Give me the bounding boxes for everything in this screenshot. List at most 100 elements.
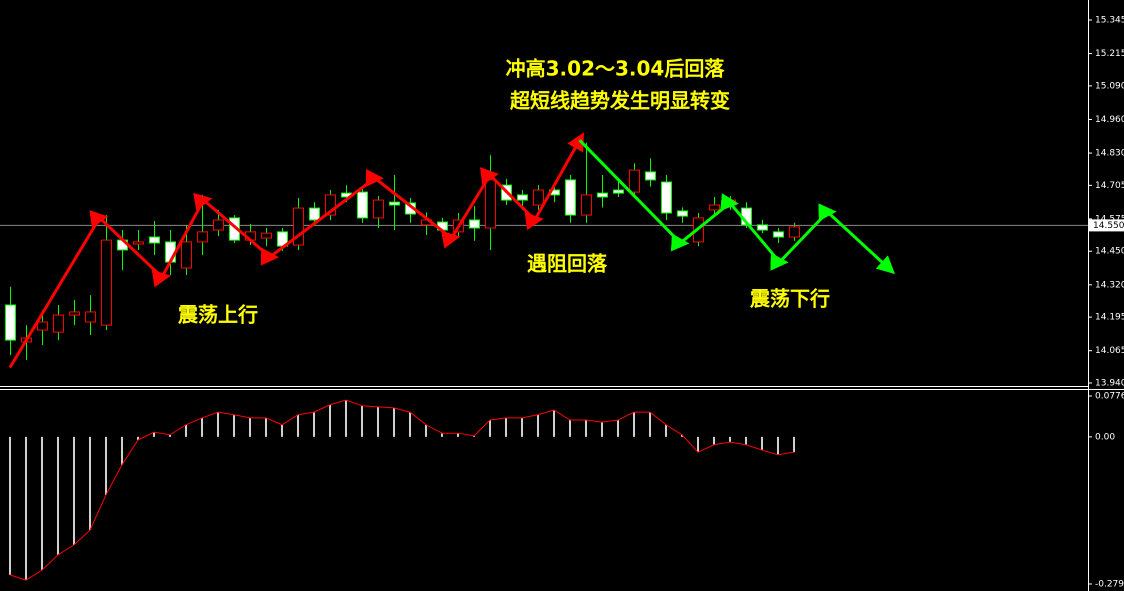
- y-tick-label: 15.215: [1095, 49, 1124, 59]
- macd-bar: [729, 436, 731, 443]
- macd-bar: [425, 424, 427, 437]
- trend-arrow: [8, 132, 585, 369]
- candle-body: [69, 311, 80, 316]
- macd-bar: [73, 436, 75, 545]
- macd-bar: [521, 417, 523, 437]
- candle-body: [789, 226, 800, 238]
- macd-bar: [25, 436, 27, 581]
- y-tick-label: 14.450: [1095, 247, 1124, 257]
- macd-bar: [137, 436, 139, 441]
- candle-body: [389, 201, 400, 206]
- candle-body: [565, 179, 576, 216]
- candle-body: [85, 311, 96, 323]
- candle-body: [629, 169, 640, 193]
- macd-bar: [489, 420, 491, 437]
- macd-bar: [681, 434, 683, 437]
- candle-body: [645, 171, 656, 181]
- macd-bar: [777, 436, 779, 455]
- macd-bar: [553, 410, 555, 437]
- macd-bar: [185, 424, 187, 437]
- macd-bar: [665, 424, 667, 437]
- candle-body: [677, 210, 688, 217]
- y-tick-label: 15.345: [1095, 16, 1124, 26]
- macd-bar: [393, 407, 395, 437]
- y-tick-label: 14.830: [1095, 149, 1124, 159]
- macd-bar: [505, 417, 507, 437]
- macd-bar: [233, 414, 235, 437]
- y-tick-label: 14.705: [1095, 181, 1124, 191]
- macd-bar: [89, 436, 91, 531]
- candle-body: [597, 192, 608, 198]
- y-tick-label: 14.960: [1095, 115, 1124, 125]
- trend-arrow: [578, 139, 896, 275]
- macd-bar: [745, 436, 747, 445]
- y-tick-label: 13.940: [1095, 379, 1124, 389]
- macd-bar: [633, 412, 635, 437]
- candle-body: [37, 321, 48, 331]
- candle-body: [133, 241, 144, 245]
- candle-body: [53, 314, 64, 333]
- annotation: 震荡下行: [750, 287, 830, 311]
- candle-body: [469, 219, 480, 229]
- y-tick-label: 0.00: [1095, 432, 1115, 442]
- macd-bar: [601, 422, 603, 437]
- y-tick-label: 14.065: [1095, 346, 1124, 356]
- candle-body: [773, 231, 784, 238]
- y-tick-label: 15.090: [1095, 81, 1124, 91]
- candle-body: [517, 194, 528, 201]
- macd-bar: [345, 400, 347, 437]
- macd-bar: [585, 420, 587, 437]
- candle-body: [373, 199, 384, 219]
- candle-body: [181, 241, 192, 269]
- macd-bar: [313, 412, 315, 437]
- macd-bar: [121, 436, 123, 465]
- candle-body: [261, 232, 272, 239]
- macd-bar: [473, 435, 475, 437]
- macd-bar: [377, 406, 379, 437]
- macd-line: [9, 399, 795, 581]
- macd-bar: [649, 412, 651, 437]
- macd-bar: [361, 405, 363, 437]
- macd-bar: [617, 420, 619, 437]
- macd-bar: [9, 436, 11, 575]
- candle-body: [709, 204, 720, 211]
- macd-bar: [153, 432, 155, 437]
- candle-body: [485, 179, 496, 229]
- macd-bar: [57, 436, 59, 555]
- candle-body: [357, 191, 368, 219]
- macd-bar: [793, 436, 795, 453]
- macd-bar: [105, 436, 107, 495]
- macd-bar: [441, 433, 443, 437]
- macd-bar: [713, 436, 715, 445]
- candle-body: [661, 181, 672, 214]
- annotation: 冲高3.02～3.04后回落: [506, 57, 726, 81]
- macd-bar: [569, 420, 571, 437]
- macd-bar: [217, 412, 219, 437]
- candle-body: [5, 304, 16, 341]
- macd-bar: [329, 404, 331, 437]
- annotation: 超短线趋势发生明显转变: [509, 89, 730, 113]
- candle-body: [309, 207, 320, 221]
- candle-body: [101, 239, 112, 326]
- y-tick-label: 0.0776: [1095, 392, 1124, 402]
- macd-bar: [169, 434, 171, 437]
- macd-bar: [297, 414, 299, 437]
- macd-bar: [697, 436, 699, 453]
- macd-bar: [201, 417, 203, 437]
- macd-bar: [761, 436, 763, 451]
- candle-body: [581, 194, 592, 216]
- candle-body: [533, 189, 544, 206]
- macd-bar: [537, 414, 539, 437]
- candle-body: [757, 224, 768, 231]
- annotation: 震荡上行: [178, 303, 258, 327]
- macd-bar: [41, 436, 43, 571]
- macd-bar: [457, 433, 459, 437]
- y-tick-label: 14.320: [1095, 280, 1124, 290]
- macd-bar: [281, 424, 283, 437]
- y-tick-label: 14.195: [1095, 313, 1124, 323]
- candle-body: [197, 231, 208, 243]
- current-price-label: 14.550: [1093, 221, 1124, 231]
- y-tick-label: -0.2793: [1095, 580, 1124, 590]
